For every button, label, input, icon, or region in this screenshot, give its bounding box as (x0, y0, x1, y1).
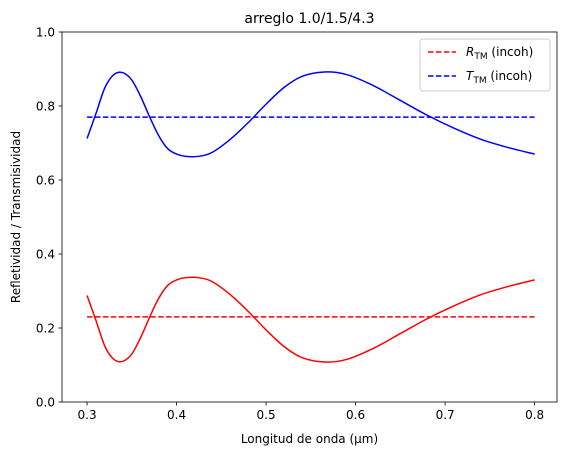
x-axis-label: Longitud de onda (μm) (241, 432, 378, 446)
legend: RTM (incoh) TTM (incoh) (419, 38, 551, 92)
x-tick-label: 0.8 (525, 408, 544, 422)
chart-title: arreglo 1.0/1.5/4.3 (244, 11, 374, 27)
x-tick-label: 0.6 (346, 408, 365, 422)
y-tick-label: 0.2 (36, 322, 55, 336)
x-tick-label: 0.4 (167, 408, 186, 422)
series-blue-curve (86, 71, 535, 158)
legend-label-r-tm-suffix: (incoh) (488, 45, 534, 59)
legend-label-t-tm-main: T (466, 69, 475, 83)
y-axis-label: Refletividad / Transmisividad (9, 131, 23, 303)
y-tick-label: 0.4 (36, 248, 55, 262)
y-tick-label: 0.0 (36, 396, 55, 410)
x-tick-label: 0.3 (78, 408, 97, 422)
y-tick-label: 0.6 (36, 174, 55, 188)
y-tick-label: 1.0 (36, 26, 55, 40)
series-layer (86, 71, 535, 363)
legend-label-t-tm-sub: TM (472, 76, 486, 86)
plot-frame (61, 31, 558, 403)
series-red-curve (86, 276, 535, 363)
y-tick-label: 0.8 (36, 100, 55, 114)
legend-label-r-tm-sub: TM (473, 52, 487, 62)
x-tick-label: 0.7 (436, 408, 455, 422)
legend-label-r-tm: RTM (incoh) (466, 45, 533, 62)
ticks-layer: 0.3 0.4 0.5 0.6 0.7 0.8 0.0 0.2 0.4 0.6 0.8 1.0 (36, 26, 544, 423)
x-tick-label: 0.5 (257, 408, 276, 422)
legend-label-t-tm: TTM (incoh) (466, 69, 532, 86)
legend-label-t-tm-suffix: (incoh) (487, 69, 533, 83)
legend-label-r-tm-main: R (466, 45, 474, 59)
